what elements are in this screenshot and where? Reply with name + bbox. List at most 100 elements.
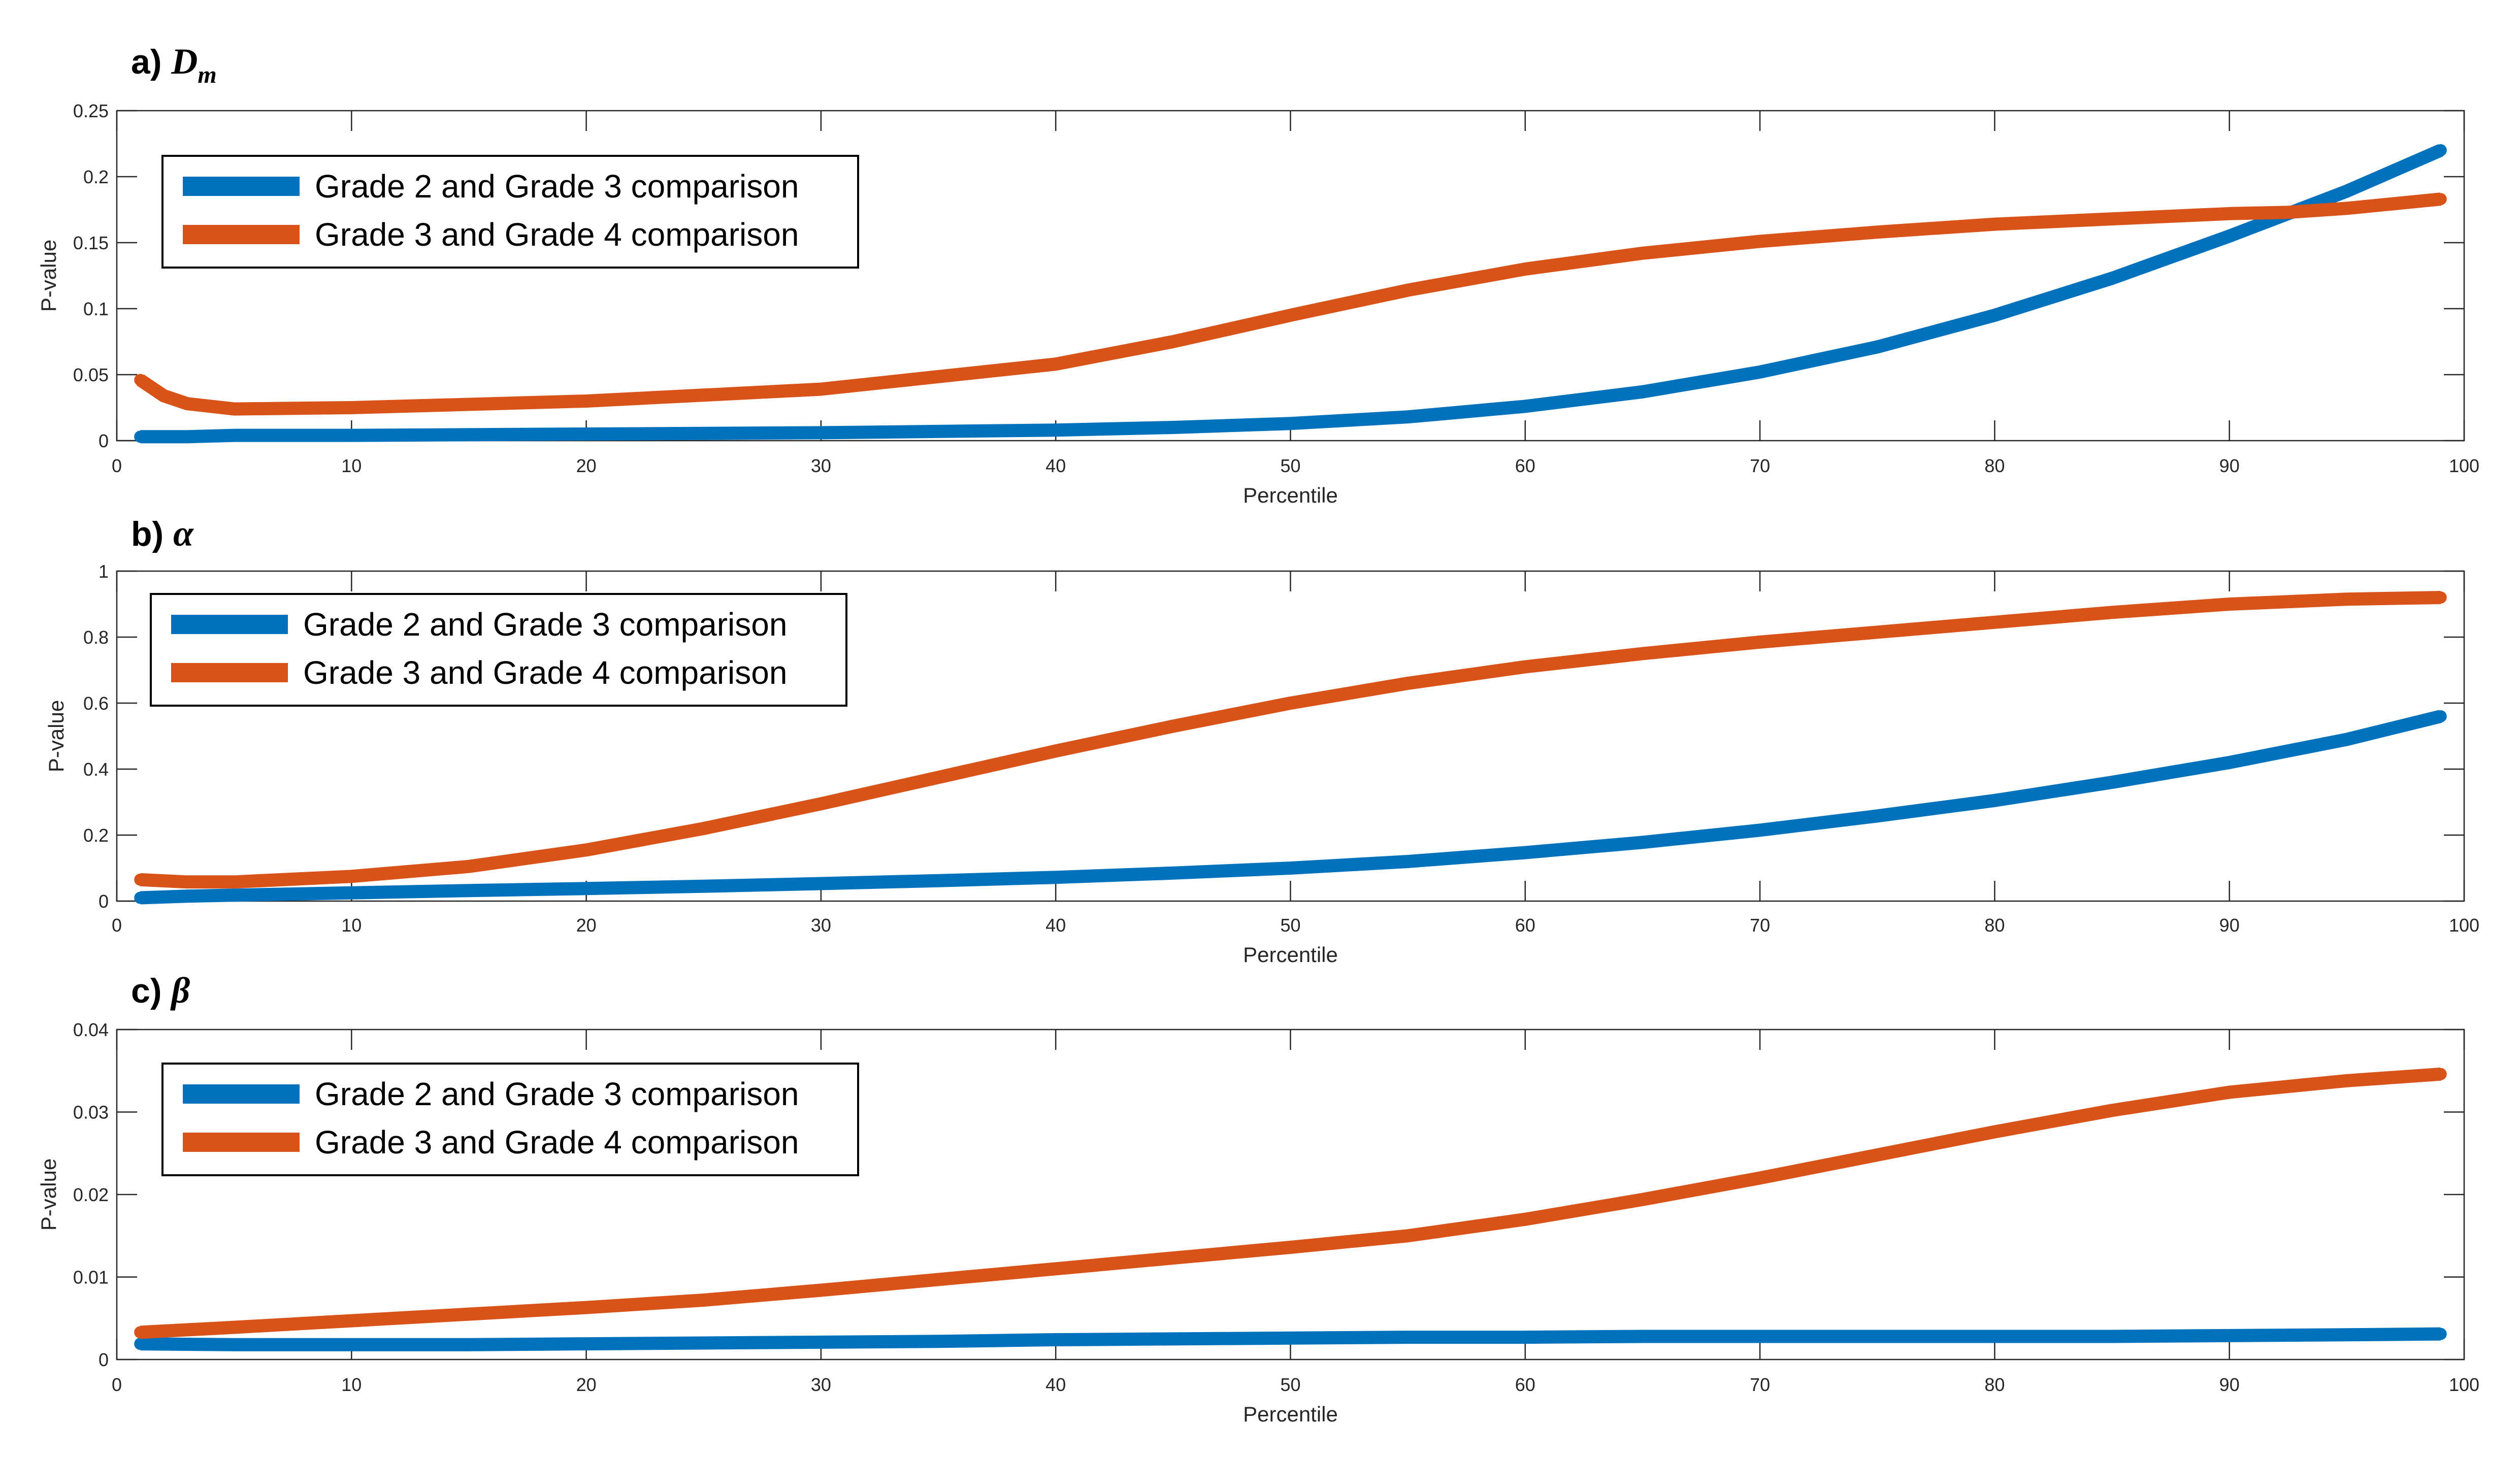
x-tick-label: 100 <box>2449 455 2479 476</box>
y-tick-label: 0.8 <box>83 627 109 648</box>
data-point <box>1988 794 2001 807</box>
x-tick-label: 60 <box>1515 1374 1535 1395</box>
data-point <box>1871 226 1884 239</box>
chart-panel-1: a) Dm 0 10 20 30 40 50 60 70 80 90 100 0 0.05 0.1 0.15 0… <box>37 41 2479 507</box>
data-point <box>1167 1333 1180 1345</box>
data-point <box>1871 810 1884 822</box>
data-point <box>1050 358 1062 371</box>
data-point <box>228 429 241 442</box>
data-point <box>2223 207 2236 220</box>
x-tick-label: 20 <box>576 915 597 936</box>
x-tick-label: 30 <box>811 1374 831 1395</box>
data-point <box>932 1273 945 1286</box>
data-point <box>1519 400 1531 413</box>
x-tick-label: 30 <box>811 455 831 476</box>
x-tick-label: 20 <box>576 1374 597 1395</box>
x-tick-label: 80 <box>1984 915 2005 936</box>
legend-entry: Grade 3 and Grade 4 comparison <box>315 1124 799 1161</box>
data-point <box>2434 710 2447 722</box>
panel-label: c) <box>131 972 171 1010</box>
data-point <box>463 1338 475 1351</box>
data-point <box>580 882 593 895</box>
data-point <box>1167 336 1180 348</box>
data-point <box>134 1326 147 1339</box>
data-point <box>1871 1330 1884 1343</box>
x-tick-label: 70 <box>1750 1374 1770 1395</box>
y-tick-label: 0.2 <box>83 825 109 846</box>
x-tick-label: 30 <box>811 915 831 936</box>
data-point <box>157 389 170 402</box>
y-tick-label: 0.02 <box>73 1184 109 1205</box>
data-point <box>1519 1213 1531 1225</box>
data-point <box>580 428 593 440</box>
legend: Grade 2 and Grade 3 comparison Grade 3 an… <box>161 1063 859 1176</box>
y-tick-label: 0 <box>99 1349 109 1370</box>
data-point <box>1401 1331 1414 1344</box>
data-point <box>2223 756 2236 769</box>
data-point <box>1988 616 2001 628</box>
data-point <box>1167 720 1180 733</box>
data-point <box>932 1335 945 1348</box>
panel-symbol: α <box>173 513 194 554</box>
data-point <box>181 890 193 903</box>
x-tick-label: 100 <box>2449 915 2479 936</box>
y-axis-label: P-value <box>37 1158 60 1231</box>
data-point <box>463 860 475 873</box>
legend-entry: Grade 2 and Grade 3 comparison <box>303 606 787 643</box>
data-point <box>2106 213 2118 225</box>
x-tick-label: 40 <box>1045 455 1066 476</box>
data-point <box>2223 1086 2236 1099</box>
data-point <box>134 1338 147 1350</box>
legend: Grade 2 and Grade 3 comparison Grade 3 an… <box>161 155 859 269</box>
y-tick-label: 0 <box>99 891 109 912</box>
data-point <box>157 430 170 443</box>
data-point <box>345 429 358 442</box>
panel-title: b) α <box>131 513 194 554</box>
data-point <box>1167 421 1180 434</box>
data-point <box>814 426 827 439</box>
data-point <box>2223 598 2236 610</box>
legend-box <box>150 593 847 707</box>
x-tick-label: 40 <box>1045 1374 1066 1395</box>
data-point <box>1519 1331 1531 1344</box>
data-point <box>1050 1263 1062 1275</box>
data-point <box>1636 385 1649 398</box>
data-point <box>1050 745 1062 757</box>
y-tick-label: 0.03 <box>73 1102 109 1123</box>
data-point <box>580 1338 593 1350</box>
data-point <box>1754 636 1766 648</box>
x-tick-label: 80 <box>1984 1374 2005 1395</box>
data-point <box>1401 855 1414 868</box>
panel-label: a) <box>131 43 171 81</box>
data-point <box>2434 1328 2447 1340</box>
data-point <box>814 877 827 890</box>
chart-panel-3: c) β 0 10 20 30 40 50 60 70 80 90 100 0 0.01 0.02 0.03 0… <box>37 970 2479 1426</box>
data-point <box>345 402 358 414</box>
x-tick-label: 20 <box>576 455 597 476</box>
data-point <box>2340 733 2353 746</box>
y-tick-label: 0.4 <box>83 759 109 780</box>
data-point <box>134 873 147 886</box>
data-point <box>181 430 193 443</box>
data-point <box>2106 1330 2118 1343</box>
x-tick-label: 40 <box>1045 915 1066 936</box>
data-point <box>2106 606 2118 619</box>
data-point <box>1871 626 1884 639</box>
data-point <box>345 886 358 899</box>
data-point <box>1636 1330 1649 1343</box>
data-point <box>697 1294 710 1306</box>
panel-title: c) β <box>131 970 190 1011</box>
data-point <box>2106 776 2118 788</box>
data-point <box>2106 272 2118 285</box>
data-point <box>580 395 593 407</box>
data-point <box>814 1336 827 1348</box>
series-line-2 <box>140 591 2441 889</box>
legend-box <box>161 155 859 269</box>
data-point <box>1167 867 1180 879</box>
data-point <box>2106 1104 2118 1117</box>
data-point <box>1636 836 1649 849</box>
data-point <box>1050 1334 1062 1346</box>
data-point <box>1284 417 1297 430</box>
data-point <box>2340 202 2353 215</box>
